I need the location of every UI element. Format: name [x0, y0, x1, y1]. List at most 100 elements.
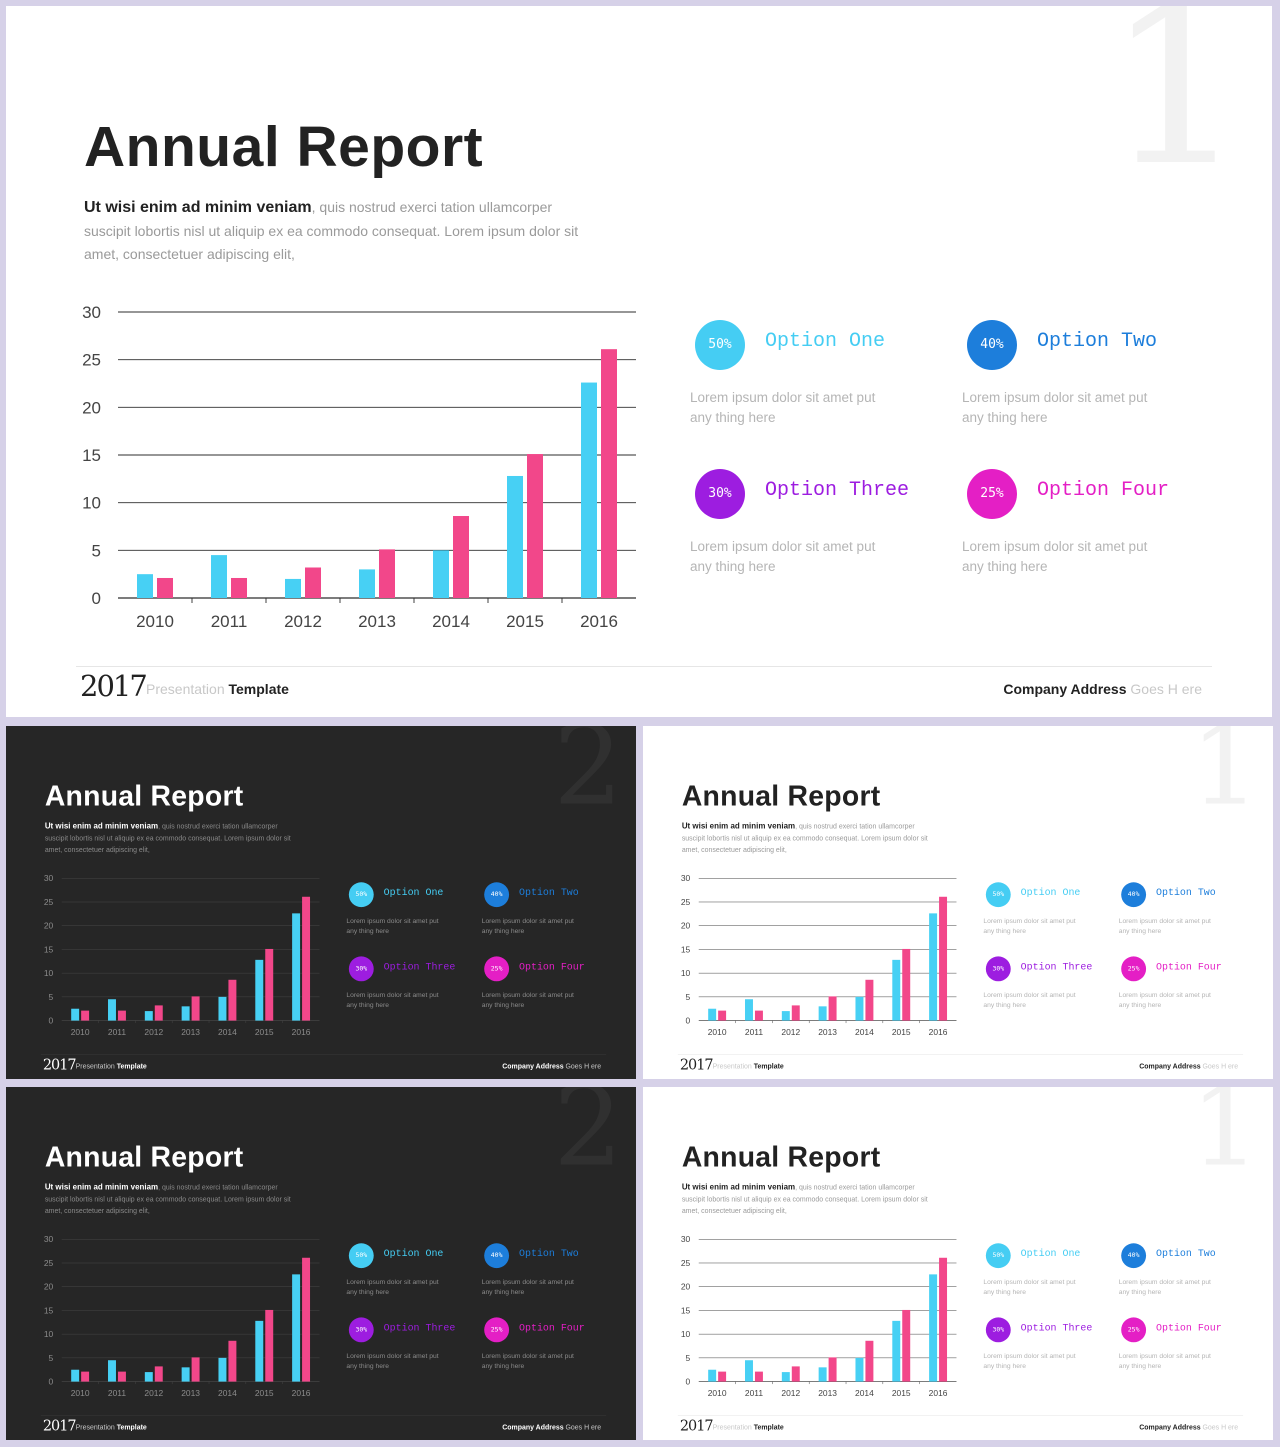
footer-year: 2017 — [679, 1055, 714, 1073]
slide-number-watermark: 2 — [553, 726, 624, 830]
slide-2-thumbnail-dark[interactable]: 2 Annual Report Ut wisi enim ad minim ve… — [6, 726, 636, 1079]
intro-text: , quis nostrud exerci tation ullamcorper… — [44, 822, 291, 854]
x-tick-label: 2016 — [580, 612, 618, 631]
intro-bold: Ut wisi enim ad minim veniam — [44, 822, 159, 831]
bar-2011-series-1 — [108, 999, 116, 1021]
slide-1-large-light[interactable]: 1 Annual Report Ut wisi enim ad minim ve… — [6, 6, 1272, 717]
intro-bold: Ut wisi enim ad minim veniam — [681, 822, 796, 831]
footer-presentation-template: Presentation Template — [76, 1423, 147, 1431]
percent-badge: 50% — [348, 1243, 374, 1269]
bar-2013-series-1 — [818, 1006, 827, 1021]
x-tick-label: 2011 — [745, 1027, 763, 1037]
y-tick-label: 30 — [44, 1234, 54, 1244]
footer-year: 2017 — [42, 1055, 77, 1073]
x-tick-label: 2011 — [108, 1388, 126, 1398]
x-tick-label: 2010 — [71, 1027, 90, 1037]
bar-2016-series-2 — [302, 1257, 311, 1382]
bar-2014-series-2 — [865, 1340, 874, 1382]
option-description: Lorem ipsum dolor sit amet put any thing… — [983, 1278, 1076, 1296]
option-label: Option Four — [1156, 1322, 1222, 1334]
percent-badge: 25% — [484, 1317, 510, 1343]
chart-svg: 0 5 10 15 20 25 30 2010 2011 2012 2013 2014 2015 2016 — [681, 873, 957, 1037]
intro-text: , quis nostrud exerci tation ullamcorper… — [44, 1183, 291, 1215]
bar-2011-series-1 — [211, 555, 227, 598]
option-description: Lorem ipsum dolor sit amet put any thing… — [983, 917, 1076, 935]
footer-year: 2017 — [679, 1416, 714, 1434]
x-tick-label: 2011 — [745, 1388, 763, 1398]
slide-4-thumbnail-dark[interactable]: 2 Annual Report Ut wisi enim ad minim ve… — [6, 1087, 636, 1440]
intro-paragraph: Ut wisi enim ad minim veniam, quis nostr… — [84, 196, 589, 267]
bar-2015-series-1 — [507, 475, 523, 598]
y-tick-label: 0 — [92, 589, 101, 608]
y-tick-label: 15 — [82, 446, 101, 465]
percent-badge: 50% — [985, 882, 1011, 908]
option-label: Option Three — [1020, 1322, 1093, 1334]
report-title: Annual Report — [44, 1141, 244, 1174]
y-tick-label: 30 — [82, 303, 101, 322]
option-label: Option One — [383, 887, 444, 899]
bar-2014-series-1 — [855, 1357, 864, 1382]
bar-2012-series-1 — [144, 1011, 153, 1021]
percent-badge: 30% — [348, 956, 374, 982]
bar-2016-series-1 — [581, 382, 597, 598]
bar-2012-series-2 — [154, 1366, 163, 1382]
option-description: Lorem ipsum dolor sit amet put any thing… — [481, 1352, 574, 1370]
footer-template: Template — [116, 1061, 147, 1070]
option-label: Option One — [383, 1248, 444, 1260]
y-tick-label: 20 — [44, 921, 54, 931]
x-tick-label: 2016 — [292, 1027, 311, 1037]
bar-2015-series-2 — [527, 454, 543, 598]
bar-2012-series-2 — [791, 1366, 800, 1382]
bar-2016-series-2 — [302, 896, 311, 1021]
bar-2014-series-1 — [433, 550, 449, 598]
bar-2014-series-2 — [228, 1340, 237, 1382]
option-description: Lorem ipsum dolor sit amet put any thing… — [1118, 917, 1211, 935]
footer-template: Template — [116, 1422, 147, 1431]
option-label: Option Two — [1037, 330, 1158, 353]
bar-2016-series-1 — [292, 913, 301, 1021]
x-tick-label: 2014 — [432, 612, 470, 631]
intro-text: , quis nostrud exerci tation ullamcorper… — [681, 822, 928, 854]
bar-2010-series-1 — [708, 1008, 717, 1021]
y-tick-label: 20 — [681, 1282, 691, 1292]
percent-badge: 50% — [695, 320, 745, 370]
percent-badge: 25% — [967, 469, 1017, 519]
slide-3-thumbnail-light[interactable]: 1 Annual Report Ut wisi enim ad minim ve… — [643, 726, 1273, 1079]
bar-2014-series-2 — [228, 979, 237, 1021]
bar-2012-series-1 — [781, 1011, 790, 1021]
bar-2014-series-1 — [855, 996, 864, 1021]
y-tick-label: 0 — [686, 1377, 691, 1387]
x-tick-label: 2012 — [781, 1027, 800, 1037]
bar-2011-series-2 — [231, 577, 247, 598]
x-tick-label: 2012 — [284, 612, 322, 631]
y-tick-label: 10 — [681, 968, 691, 978]
x-tick-label: 2016 — [929, 1027, 948, 1037]
intro-text: , quis nostrud exerci tation ullamcorper… — [681, 1183, 928, 1215]
y-tick-label: 20 — [82, 398, 101, 417]
y-tick-label: 25 — [82, 351, 101, 370]
company-label: Company Address — [502, 1422, 564, 1431]
footer-template: Template — [753, 1061, 784, 1070]
bar-2015-series-2 — [902, 1309, 911, 1382]
intro-paragraph: Ut wisi enim ad minim veniam, quis nostr… — [682, 1182, 933, 1217]
x-tick-label: 2010 — [708, 1388, 727, 1398]
y-tick-label: 25 — [44, 1258, 54, 1268]
option-label: Option One — [765, 330, 886, 353]
y-tick-label: 25 — [681, 1258, 691, 1268]
bar-2011-series-2 — [117, 1371, 126, 1382]
y-tick-label: 30 — [681, 1234, 691, 1244]
footer-presentation: Presentation — [75, 1061, 115, 1070]
percent-badge: 40% — [484, 1243, 510, 1269]
intro-bold: Ut wisi enim ad minim veniam — [44, 1183, 159, 1192]
x-tick-label: 2015 — [255, 1388, 274, 1398]
footer-company-address: Company Address Goes H ere — [1139, 1062, 1238, 1070]
percent-badge: 25% — [1121, 956, 1147, 982]
bar-2011-series-2 — [754, 1010, 763, 1021]
y-tick-label: 10 — [82, 494, 101, 513]
bar-2016-series-1 — [292, 1274, 301, 1382]
bar-2016-series-1 — [929, 913, 938, 1021]
bar-2010-series-2 — [81, 1371, 90, 1382]
bar-2012-series-1 — [781, 1372, 790, 1382]
slide-5-thumbnail-light[interactable]: 1 Annual Report Ut wisi enim ad minim ve… — [643, 1087, 1273, 1440]
footer-presentation: Presentation — [712, 1422, 752, 1431]
